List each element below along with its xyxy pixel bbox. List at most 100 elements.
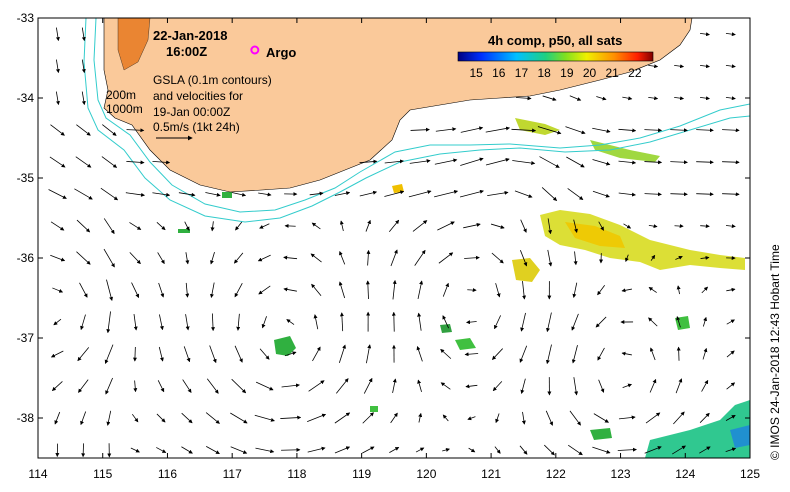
velocity-arrow <box>592 127 611 134</box>
sst-patch-small-3 <box>178 229 190 233</box>
lon-tick-label: 120 <box>416 467 436 481</box>
velocity-arrow <box>104 344 114 364</box>
velocity-arrow <box>460 157 484 166</box>
velocity-arrow <box>390 249 398 267</box>
velocity-arrow <box>670 192 688 197</box>
velocity-arrow <box>722 160 740 165</box>
velocity-arrow <box>437 221 455 231</box>
velocity-arrow <box>618 415 636 420</box>
velocity-arrow <box>81 91 86 106</box>
velocity-arrow <box>592 446 611 454</box>
velocity-arrow <box>388 219 400 232</box>
lat-tick-label: -34 <box>17 91 35 105</box>
velocity-arrow <box>648 64 659 69</box>
velocity-arrow <box>284 351 297 357</box>
velocity-arrow <box>307 446 326 453</box>
velocity-arrow <box>365 280 370 300</box>
gsla-line-4: 0.5m/s (1kt 24h) <box>153 120 240 134</box>
velocity-arrow <box>671 445 686 455</box>
velocity-arrow <box>485 126 511 133</box>
colorbar-tick-label: 22 <box>628 66 642 80</box>
velocity-arrow <box>725 224 736 229</box>
velocity-arrow <box>211 313 215 332</box>
velocity-arrow <box>648 287 657 293</box>
velocity-arrow <box>618 128 637 133</box>
velocity-arrow <box>156 447 167 453</box>
velocity-arrow <box>362 446 375 454</box>
velocity-arrow <box>725 96 736 101</box>
velocity-arrow <box>53 318 62 326</box>
velocity-arrow <box>76 251 91 265</box>
velocity-arrow <box>592 159 611 166</box>
velocity-arrow <box>185 252 190 265</box>
velocity-arrow <box>76 219 91 233</box>
velocity-arrow <box>102 124 117 136</box>
sst-patch-central <box>540 210 745 270</box>
velocity-arrow <box>205 192 221 197</box>
velocity-arrow <box>50 221 65 231</box>
velocity-arrow <box>494 315 502 330</box>
velocity-arrow <box>567 444 583 456</box>
velocity-arrow <box>255 447 275 454</box>
velocity-arrow <box>520 219 527 233</box>
velocity-arrow <box>384 190 405 197</box>
velocity-arrow <box>308 380 325 392</box>
colorbar-tick-label: 17 <box>515 66 529 80</box>
lon-tick-label: 116 <box>158 467 177 481</box>
velocity-arrow <box>230 446 248 454</box>
velocity-arrow <box>696 160 714 165</box>
velocity-arrow <box>336 378 349 394</box>
velocity-arrow <box>334 412 351 424</box>
velocity-arrow <box>101 156 118 168</box>
lon-tick-label: 124 <box>675 467 695 481</box>
velocity-arrow <box>181 412 193 424</box>
colorbar-ticks: 15 16 17 18 19 20 21 22 <box>469 66 641 80</box>
velocity-arrow <box>621 288 632 293</box>
sst-patch-south-east <box>645 400 750 458</box>
velocity-arrow <box>414 249 426 266</box>
velocity-arrow <box>182 379 192 394</box>
velocity-arrow <box>206 378 219 394</box>
velocity-arrow <box>74 188 93 200</box>
lon-tick-label: 119 <box>352 467 371 481</box>
velocity-arrow <box>158 282 165 298</box>
velocity-arrow <box>700 96 710 101</box>
velocity-arrow <box>156 413 166 423</box>
sst-patch-south-east-deep <box>730 425 750 448</box>
velocity-arrows <box>48 27 740 458</box>
velocity-arrow <box>339 220 344 232</box>
velocity-arrow <box>464 352 479 357</box>
velocity-arrow <box>106 279 114 302</box>
velocity-arrow <box>592 190 610 198</box>
velocity-arrow <box>645 412 661 424</box>
velocity-arrow <box>233 252 244 264</box>
lon-tick-label: 121 <box>481 467 501 481</box>
velocity-arrow <box>464 255 480 260</box>
velocity-arrow <box>334 446 351 454</box>
velocity-arrow <box>545 344 552 365</box>
velocity-arrow <box>310 253 322 263</box>
velocity-arrow <box>392 279 397 300</box>
velocity-arrow <box>309 191 324 196</box>
velocity-arrow <box>514 190 533 198</box>
velocity-arrow <box>649 347 656 361</box>
velocity-arrow <box>468 447 476 453</box>
velocity-arrow <box>520 312 526 332</box>
velocity-arrow <box>725 415 736 421</box>
velocity-arrow <box>48 189 67 199</box>
velocity-arrow <box>495 283 501 298</box>
velocity-arrow <box>442 315 450 329</box>
velocity-arrow <box>76 124 91 136</box>
velocity-arrow <box>571 313 579 331</box>
velocity-arrow <box>598 379 605 393</box>
lon-tick-label: 123 <box>611 467 631 481</box>
velocity-arrow <box>81 59 86 74</box>
velocity-arrow <box>595 316 607 328</box>
lon-tick-label: 115 <box>93 467 112 481</box>
velocity-arrow <box>54 411 61 425</box>
velocity-arrow <box>537 126 562 135</box>
velocity-arrow <box>410 127 430 132</box>
velocity-arrow <box>545 410 553 426</box>
velocity-arrow <box>100 187 119 201</box>
velocity-arrow <box>539 156 560 168</box>
